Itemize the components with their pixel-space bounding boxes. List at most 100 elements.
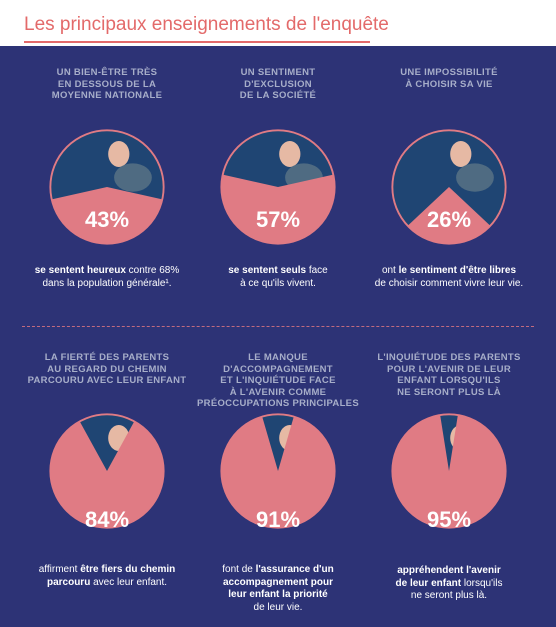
caption-text: de leur vie. <box>253 601 303 613</box>
pie-value-slice <box>221 416 335 528</box>
caption-line: de leur enfant lorsqu'ils <box>364 578 534 591</box>
pie-outline <box>220 129 336 245</box>
pie-svg <box>391 129 507 245</box>
heading-line: PARCOURU AVEC LEUR ENFANT <box>27 375 187 386</box>
stat-percent: 91% <box>255 507 301 532</box>
heading-line: À CHOISIR SA VIE <box>405 78 493 90</box>
caption-text: ont <box>381 265 399 276</box>
heading-line: À L'AVENIR COMME <box>229 386 327 398</box>
stat-percent: 26% <box>426 207 472 232</box>
heading-line: LA FIERTÉ DES PARENTS <box>44 352 170 363</box>
heading-line: D'EXCLUSION <box>244 78 312 90</box>
heading-line: ENFANT LORSQU'ILS <box>397 375 501 386</box>
caption-bold-text: se sentent heureux <box>34 265 126 276</box>
stat-percent: 95% <box>426 507 472 532</box>
stat-percent: 84% <box>84 507 130 532</box>
caption-bold-text: être fiers du chemin <box>80 564 176 575</box>
pie-value-slice <box>221 174 335 244</box>
caption-text: de choisir comment vivre leur vie. <box>374 277 524 289</box>
stat-caption: font de l'assurance d'un accompagnement p… <box>193 564 363 614</box>
pie-svg <box>49 129 165 245</box>
heading-line: DE LA SOCIÉTÉ <box>239 90 317 101</box>
stat-heading: LA FIERTÉ DES PARENTS AU REGARD DU CHEMIN… <box>22 352 192 387</box>
pie-chart <box>219 128 337 246</box>
stat-caption: se sentent heureux contre 68% dans la pop… <box>22 265 192 290</box>
caption-line: ne seront plus là. <box>364 590 534 603</box>
heading-line: UN SENTIMENT <box>240 67 316 78</box>
pie-outline <box>391 129 507 245</box>
page-title: Les principaux enseignements de l'enquêt… <box>24 14 389 35</box>
pie-svg <box>220 413 336 529</box>
caption-text: dans la population générale¹. <box>42 277 172 289</box>
heading-line: POUR L'AVENIR DE LEUR <box>387 363 511 375</box>
caption-line: de choisir comment vivre leur vie. <box>364 278 534 291</box>
caption-line: ont le sentiment d'être libres <box>364 265 534 278</box>
pie-chart <box>219 412 337 530</box>
caption-text: affirment <box>38 564 81 575</box>
heading-line: UNE IMPOSSIBILITÉ <box>400 67 498 78</box>
face-silhouette <box>108 140 130 167</box>
caption-line: appréhendent l'avenir <box>364 565 534 578</box>
caption-bold-text: le sentiment d'être libres <box>398 265 517 276</box>
stat-caption: ont le sentiment d'être libres de choisir… <box>364 265 534 290</box>
pie-chart <box>48 128 166 246</box>
figure-silhouette <box>114 163 152 192</box>
heading-line: LE MANQUE D'ACCOMPAGNEMENT <box>223 352 333 375</box>
caption-line: accompagnement pour <box>193 577 363 590</box>
stat-heading: UN BIEN-ÊTRE TRÈS EN DESSOUS DE LA MOYENNE… <box>22 67 192 102</box>
pie-chart <box>48 412 166 530</box>
caption-line: de leur vie. <box>193 602 363 615</box>
heading-line: MOYENNE NATIONALE <box>51 90 163 101</box>
stat-heading: L'INQUIÉTUDE DES PARENTS POUR L'AVENIR DE… <box>364 352 534 398</box>
caption-text: ne seront plus là. <box>410 590 488 601</box>
heading-line: PRÉOCCUPATIONS PRINCIPALES <box>197 398 359 409</box>
stat-heading: LE MANQUE D'ACCOMPAGNEMENT ET L'INQUIÉTUD… <box>193 352 363 410</box>
section-divider <box>22 326 534 327</box>
heading-line: NE SERONT PLUS LÀ <box>397 386 501 398</box>
title-underline <box>24 41 370 43</box>
stat-percent: 57% <box>255 207 301 232</box>
pie-value-slice <box>407 187 491 244</box>
face-silhouette <box>450 140 472 167</box>
pie-value-slice <box>392 415 506 528</box>
pie-outline <box>220 413 336 529</box>
pie-svg <box>220 129 336 245</box>
stat-percent: 43% <box>84 207 130 232</box>
caption-bold-text: l'assurance d'un <box>255 564 334 575</box>
pie-outline <box>49 129 165 245</box>
caption-bold-text: parcouru <box>46 576 91 588</box>
heading-line: L'INQUIÉTUDE DES PARENTS <box>377 352 521 363</box>
caption-line: parcouru avec leur enfant. <box>22 577 192 590</box>
caption-text: lorsqu'ils <box>461 577 503 589</box>
caption-line: font de l'assurance d'un <box>193 564 363 577</box>
caption-bold-text: appréhendent l'avenir <box>397 565 501 576</box>
caption-line: affirment être fiers du chemin <box>22 564 192 577</box>
figure-silhouette <box>456 163 494 192</box>
caption-text: à ce qu'ils vivent. <box>240 277 316 289</box>
pie-value-slice <box>51 187 163 244</box>
stat-caption: appréhendent l'avenir de leur enfant lors… <box>364 565 534 603</box>
caption-bold-text: de leur enfant <box>395 577 462 589</box>
heading-line: UN BIEN-ÊTRE TRÈS <box>56 67 158 78</box>
title-bar: Les principaux enseignements de l'enquêt… <box>0 0 556 46</box>
pie-outline <box>391 413 507 529</box>
pie-value-slice <box>50 421 164 528</box>
pie-chart <box>390 128 508 246</box>
caption-bold-text: accompagnement pour <box>222 576 334 588</box>
pie-chart <box>390 412 508 530</box>
pie-outline <box>49 413 165 529</box>
caption-text: face <box>306 265 328 276</box>
caption-text: font de <box>222 564 256 575</box>
stat-caption: se sentent seuls face à ce qu'ils vivent. <box>193 265 363 290</box>
stat-heading: UN SENTIMENT D'EXCLUSION DE LA SOCIÉTÉ <box>193 67 363 102</box>
caption-text: avec leur enfant. <box>90 576 168 588</box>
caption-text: contre 68% <box>125 265 180 276</box>
stat-heading: UNE IMPOSSIBILITÉ À CHOISIR SA VIE <box>364 67 534 90</box>
face-silhouette <box>279 140 301 167</box>
pie-svg <box>391 413 507 529</box>
caption-line: dans la population générale¹. <box>22 278 192 291</box>
caption-line: à ce qu'ils vivent. <box>193 278 363 291</box>
stat-caption: affirment être fiers du chemin parcouru a… <box>22 564 192 589</box>
heading-line: AU REGARD DU CHEMIN <box>47 363 167 375</box>
pie-svg <box>49 413 165 529</box>
